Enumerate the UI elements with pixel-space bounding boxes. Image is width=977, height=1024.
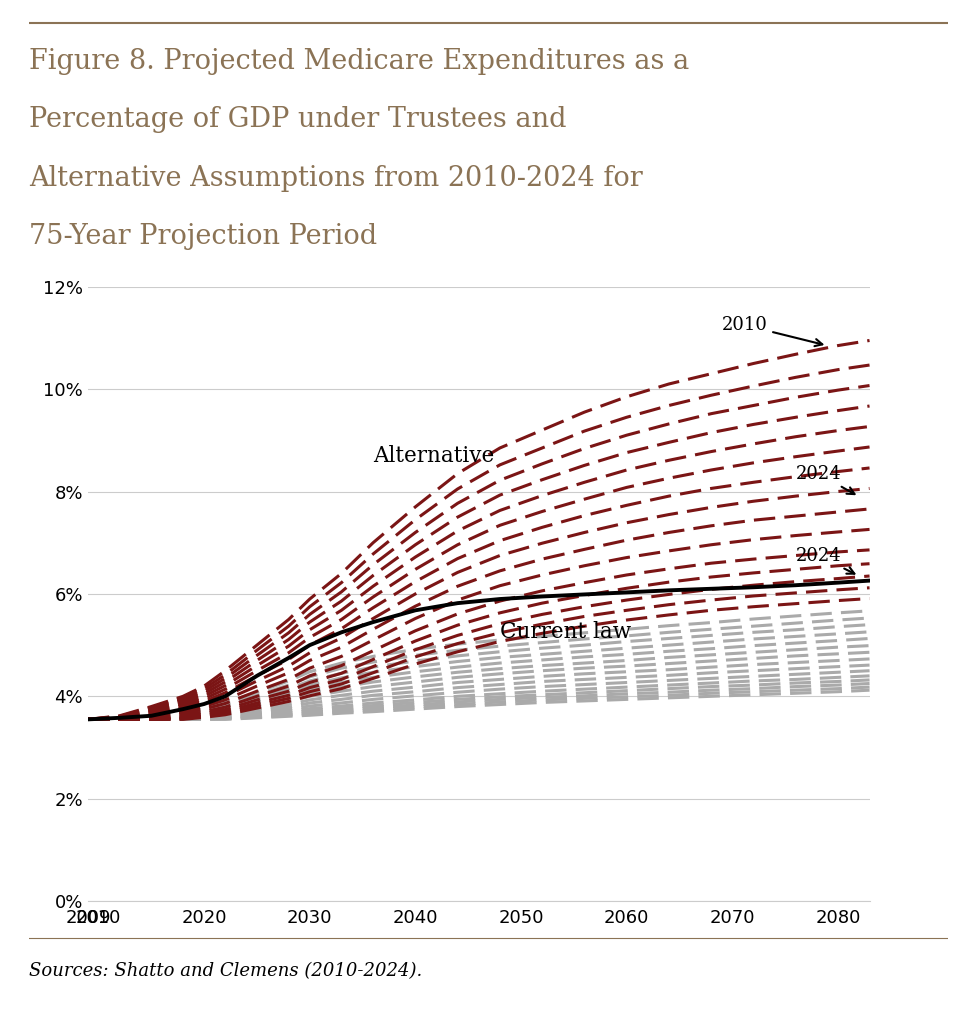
Text: Alternative Assumptions from 2010-2024 for: Alternative Assumptions from 2010-2024 f… <box>29 165 643 191</box>
Text: 2010: 2010 <box>722 316 823 346</box>
Text: Current law: Current law <box>500 622 631 643</box>
Text: Figure 8. Projected Medicare Expenditures as a: Figure 8. Projected Medicare Expenditure… <box>29 47 690 75</box>
Text: Percentage of GDP under Trustees and: Percentage of GDP under Trustees and <box>29 106 567 133</box>
Text: 2024: 2024 <box>795 465 855 495</box>
Text: 2024: 2024 <box>795 547 855 573</box>
Text: 75-Year Projection Period: 75-Year Projection Period <box>29 223 377 250</box>
Text: Sources: Shatto and Clemens (2010-2024).: Sources: Shatto and Clemens (2010-2024). <box>29 963 423 980</box>
Text: Alternative: Alternative <box>373 444 494 467</box>
